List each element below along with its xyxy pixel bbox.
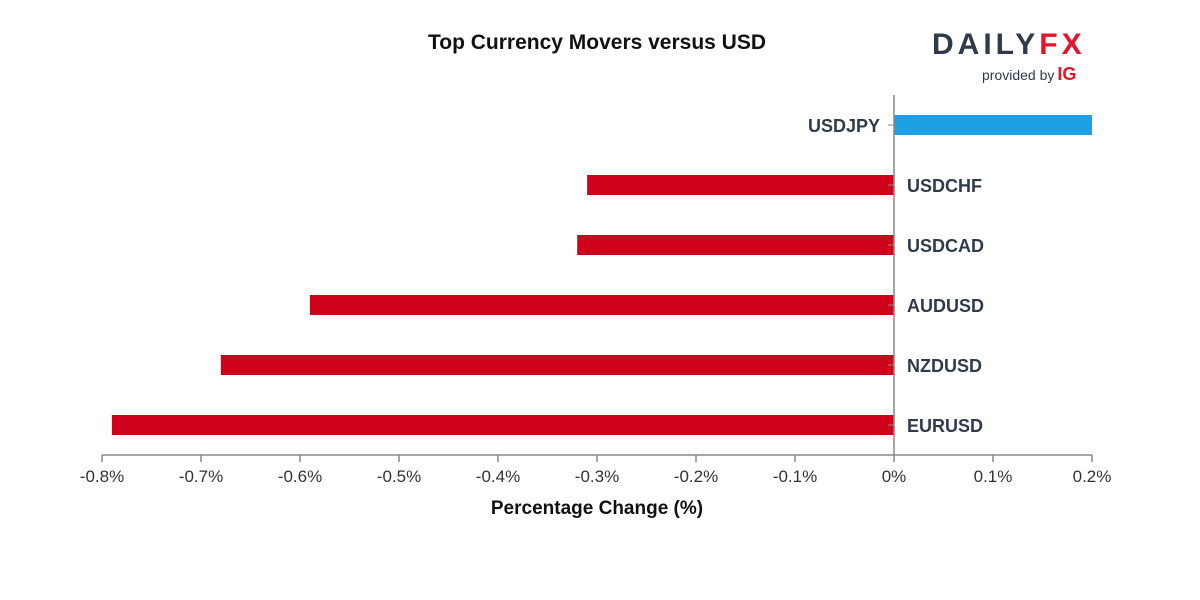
x-tick-label: -0.3% [575,467,619,486]
category-label-usdchf: USDCHF [907,176,982,196]
bar-audusd [309,295,894,315]
category-label-audusd: AUDUSD [907,296,984,316]
x-tick-label: -0.8% [80,467,124,486]
x-tick-label: -0.6% [278,467,322,486]
x-tick-label: -0.7% [179,467,223,486]
axes-layer [101,95,1093,462]
labels-layer: USDJPY USDCHF USDCAD AUDUSD NZDUSD EURUSD -0.8… [80,116,1112,486]
bar-usdchf [587,175,894,195]
x-tick-label: 0% [882,467,907,486]
logo-wordmark: DAILYFX [932,28,1086,62]
logo-provided-text: provided by [982,67,1055,83]
bar-usdjpy [894,115,1092,135]
x-tick-label: -0.5% [377,467,421,486]
x-tick-label: -0.1% [773,467,817,486]
bars-layer [111,115,1092,435]
category-label-eurusd: EURUSD [907,416,983,436]
logo-wordmark-main: DAILY [932,28,1040,61]
chart-title: Top Currency Movers versus USD [427,31,767,54]
logo-wordmark-accent: FX [1039,28,1086,61]
category-label-usdjpy: USDJPY [808,116,880,136]
bar-usdcad [577,235,894,255]
logo-partner-ig: IG [1057,64,1077,84]
x-axis-title: Percentage Change (%) [491,498,703,519]
bar-nzdusd [220,355,895,375]
x-tick-label: -0.2% [674,467,718,486]
category-label-nzdusd: NZDUSD [907,356,982,376]
logo-provided-by: provided by IG [982,64,1076,85]
dailyfx-logo: DAILYFX provided by IG [930,28,1090,88]
x-tick-label: 0.1% [974,467,1013,486]
category-label-usdcad: USDCAD [907,236,984,256]
x-tick-label: 0.2% [1073,467,1112,486]
x-tick-label: -0.4% [476,467,520,486]
bar-eurusd [111,415,894,435]
